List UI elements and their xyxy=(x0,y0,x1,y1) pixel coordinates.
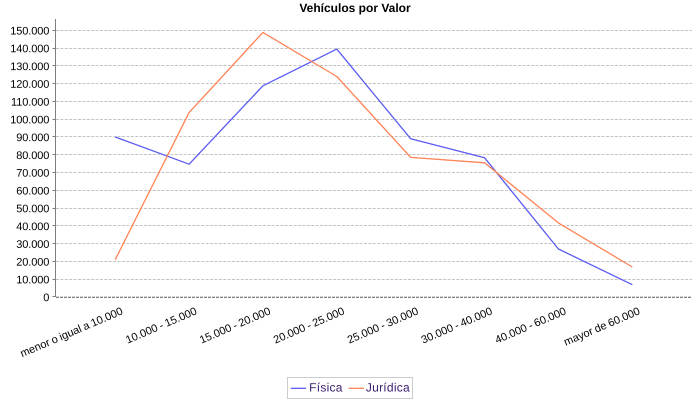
svg-text:90.000: 90.000 xyxy=(16,132,49,144)
svg-text:80.000: 80.000 xyxy=(16,150,49,162)
svg-text:110.000: 110.000 xyxy=(11,97,49,109)
svg-text:50.000: 50.000 xyxy=(16,203,49,215)
svg-text:140.000: 140.000 xyxy=(10,43,49,55)
svg-text:Física: Física xyxy=(309,381,343,395)
svg-text:130.000: 130.000 xyxy=(10,61,49,73)
svg-text:Jurídica: Jurídica xyxy=(366,380,410,394)
svg-text:60.000: 60.000 xyxy=(16,185,49,197)
svg-text:150.000: 150.000 xyxy=(10,25,49,37)
svg-text:Vehículos por Valor: Vehículos por Valor xyxy=(299,1,411,15)
svg-text:70.000: 70.000 xyxy=(16,168,49,180)
svg-text:120.000: 120.000 xyxy=(10,79,49,91)
svg-text:0: 0 xyxy=(43,292,49,304)
svg-text:10.000: 10.000 xyxy=(16,274,49,286)
svg-text:30.000: 30.000 xyxy=(16,239,49,251)
svg-text:100.000: 100.000 xyxy=(10,114,49,126)
svg-text:20.000: 20.000 xyxy=(16,257,49,269)
svg-text:40.000: 40.000 xyxy=(16,221,49,233)
